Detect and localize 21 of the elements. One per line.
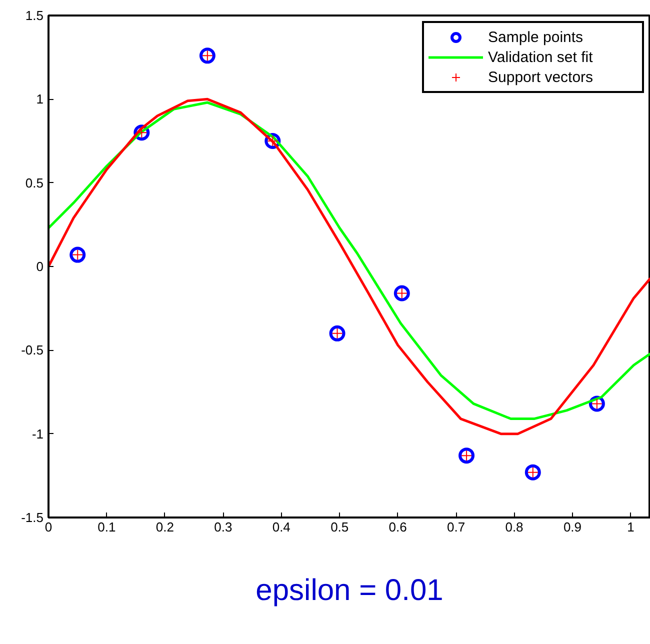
y-tick-label: -1.5 (21, 510, 44, 525)
y-tick-label: 0.5 (25, 175, 44, 190)
x-tick-label: 0.9 (563, 520, 582, 534)
x-tick-label: 0.3 (214, 520, 232, 534)
y-tick-label: -1 (32, 426, 44, 442)
y-tick-label: -0.5 (21, 342, 44, 358)
y-tick-label: 0 (36, 259, 44, 274)
legend-label: Support vectors (488, 68, 594, 86)
x-tick-label: 0.8 (505, 520, 524, 534)
x-tick-label: 0.2 (156, 520, 174, 534)
x-tick-label: 0.1 (98, 520, 116, 534)
y-tick-label: 1.5 (25, 8, 44, 23)
legend-label: Sample points (488, 28, 584, 46)
x-tick-label: 1 (627, 520, 634, 534)
x-tick-label: 0.6 (388, 520, 407, 534)
x-tick-label: 0.4 (272, 520, 290, 534)
legend-label: Validation set fit (488, 48, 594, 66)
x-tick-label: 0.7 (447, 520, 466, 534)
text: epsilon = 0.01 (256, 574, 444, 607)
y-tick-label: 1 (36, 92, 44, 107)
x-tick-label: 0.5 (330, 520, 349, 534)
